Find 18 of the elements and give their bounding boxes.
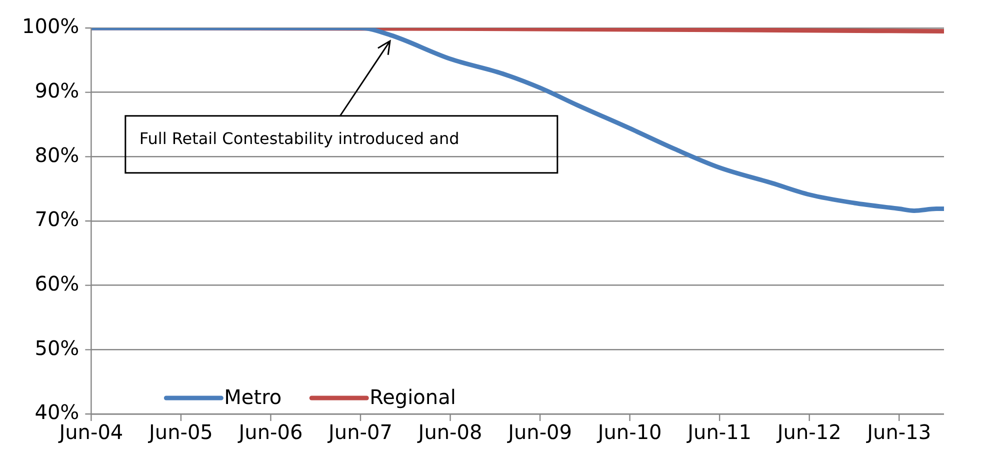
annotation: Full Retail Contestability introduced and xyxy=(139,129,460,148)
x-tick-label: Jun-05 xyxy=(146,420,213,444)
legend-label: Regional xyxy=(370,385,456,410)
y-tick-label: 80% xyxy=(34,142,80,167)
legend-label: Metro xyxy=(224,385,282,410)
y-tick-label: 60% xyxy=(34,272,80,296)
x-tick-label: Jun-08 xyxy=(416,420,482,444)
y-tick-label: 50% xyxy=(34,336,80,360)
y-tick-label: 100% xyxy=(22,14,80,38)
x-tick-label: Jun-12 xyxy=(775,420,842,444)
x-tick-label: Jun-11 xyxy=(686,420,752,444)
x-tick-label: Jun-13 xyxy=(865,420,932,444)
x-tick-label: Jun-06 xyxy=(236,420,303,444)
x-tick-label: Jun-09 xyxy=(506,420,572,444)
y-tick-label: 90% xyxy=(34,78,80,103)
x-tick-label: Jun-07 xyxy=(326,420,392,444)
x-tick-label: Jun-10 xyxy=(596,420,662,444)
y-tick-label: 70% xyxy=(34,207,80,232)
